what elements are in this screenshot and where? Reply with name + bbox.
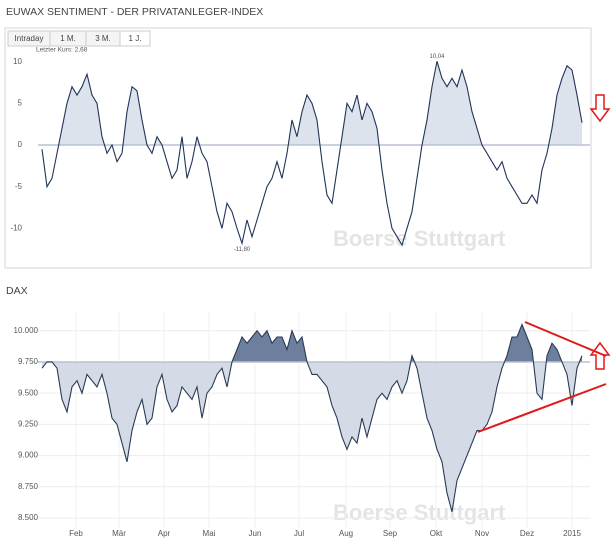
up-arrow [589, 341, 611, 370]
chart-title: DAX [6, 285, 28, 297]
down-arrow [589, 94, 611, 123]
last-price: Letzter Kurs: 2,68 [36, 47, 88, 54]
line [41, 323, 583, 512]
y-tick-label: 5 [18, 98, 23, 107]
x-tick-label: Aug [339, 529, 353, 538]
x-tick-label: Apr [158, 529, 171, 538]
trend-line [524, 321, 607, 357]
y-tick-label: 8.750 [18, 482, 39, 491]
x-tick-label: Mai [203, 529, 216, 538]
x-tick-label: Mär [112, 529, 126, 538]
y-tick-label: 10.000 [14, 326, 39, 335]
y-tick-label: 0 [18, 140, 23, 149]
area-fill [42, 61, 582, 145]
annotation: -11,80 [234, 247, 251, 253]
x-tick-label: 2015 [563, 529, 581, 538]
chart-title: EUWAX SENTIMENT - DER PRIVATANLEGER-INDE… [6, 6, 263, 18]
y-tick-label: 8.500 [18, 513, 39, 522]
area-fill [42, 361, 580, 512]
hand-annotations [477, 94, 611, 433]
x-tick-label: Sep [383, 529, 398, 538]
tab-label[interactable]: 1 J. [129, 34, 142, 43]
x-tick-label: Feb [69, 529, 83, 538]
x-tick-label: Jul [294, 529, 304, 538]
y-tick-label: 9.500 [18, 388, 39, 397]
tab[interactable] [119, 30, 151, 47]
annotation: 10,04 [429, 54, 445, 60]
y-tick-label: -10 [10, 223, 22, 232]
tab-label[interactable]: Intraday [15, 34, 44, 43]
y-tick-label: 9.750 [18, 357, 39, 366]
y-tick-label: 9.250 [18, 419, 39, 428]
area-fill [42, 324, 582, 362]
watermark: Boerse Stuttgart [333, 226, 506, 251]
y-tick-label: 10 [13, 57, 22, 66]
x-tick-label: Dez [520, 529, 534, 538]
x-tick-label: Okt [430, 529, 443, 538]
watermark: Boerse Stuttgart [333, 500, 506, 525]
trend-line [477, 383, 607, 433]
y-tick-label: 9.000 [18, 451, 39, 460]
chart-frame [4, 27, 592, 269]
y-tick-label: -5 [15, 182, 23, 191]
line [41, 61, 583, 247]
x-tick-label: Jun [249, 529, 262, 538]
x-tick-label: Nov [475, 529, 489, 538]
tab-label[interactable]: 3 M. [95, 34, 111, 43]
plots: 10 5 0 -5 -10 10,04 -11,80 10.000 9.750 9.500 9.25… [10, 54, 590, 538]
tab-label[interactable]: 1 M. [60, 34, 76, 43]
